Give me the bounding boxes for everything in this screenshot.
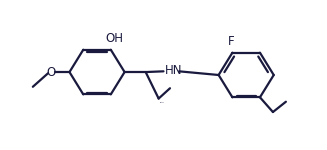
Text: HN: HN <box>165 64 182 77</box>
Text: F: F <box>228 34 234 48</box>
Text: OH: OH <box>105 32 123 45</box>
Text: O: O <box>46 66 55 79</box>
Text: methyl: methyl <box>160 102 165 103</box>
